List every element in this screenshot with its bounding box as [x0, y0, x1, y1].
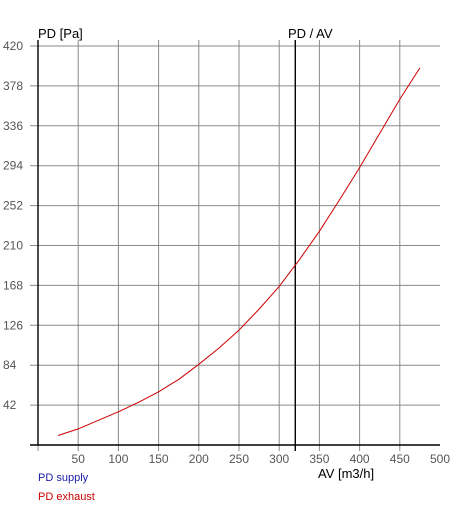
y-tick-label-84: 84	[3, 358, 17, 372]
x-tick-label-250: 250	[229, 452, 249, 466]
y-tick-label-126: 126	[3, 318, 23, 332]
legend-entry-1: PD exhaust	[38, 491, 95, 503]
x-tick-label-500: 500	[430, 452, 450, 466]
y-tick-label-210: 210	[3, 239, 23, 253]
series-line-1	[57, 67, 421, 436]
legend: PD supply PD exhaust	[38, 472, 95, 503]
legend-entry-0: PD supply	[38, 472, 89, 484]
x-tick-label-200: 200	[189, 452, 209, 466]
y-tick-label-252: 252	[3, 199, 23, 213]
y-axis-title: PD [Pa]	[38, 26, 83, 41]
series-layer	[57, 67, 421, 436]
tick-labels: 50 100 150 200 250 300 350 400 450 500 42 84 126 168 2…	[3, 39, 450, 466]
grid	[30, 40, 440, 451]
x-tick-label-150: 150	[149, 452, 169, 466]
axes	[30, 40, 440, 451]
x-tick-label-100: 100	[108, 452, 128, 466]
y-tick-label-378: 378	[3, 79, 23, 93]
y-tick-label-336: 336	[3, 119, 23, 133]
operating-point-label: PD / AV	[288, 26, 333, 41]
y-tick-label-420: 420	[3, 39, 23, 53]
x-axis-title: AV [m3/h]	[318, 466, 374, 481]
x-tick-label-300: 300	[269, 452, 289, 466]
x-tick-label-450: 450	[390, 452, 410, 466]
y-tick-label-168: 168	[3, 278, 23, 292]
x-tick-label-350: 350	[309, 452, 329, 466]
y-tick-label-42: 42	[3, 398, 17, 412]
x-tick-label-50: 50	[72, 452, 86, 466]
y-tick-label-294: 294	[3, 159, 23, 173]
x-tick-label-400: 400	[350, 452, 370, 466]
